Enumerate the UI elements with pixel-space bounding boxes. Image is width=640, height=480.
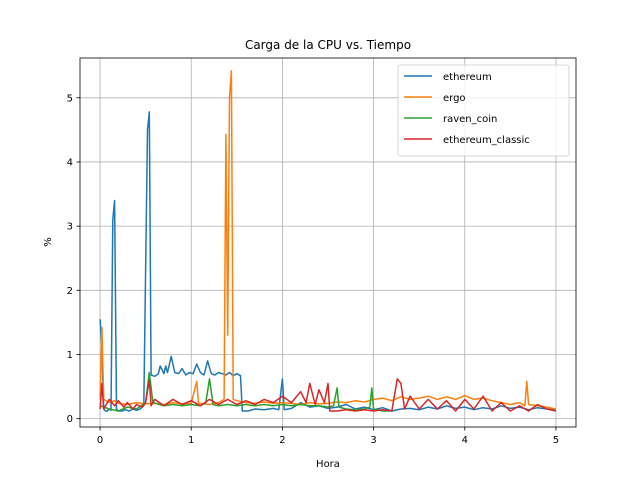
y-tick-label: 3	[67, 222, 73, 233]
legend-label: raven_coin	[443, 114, 497, 125]
series-line-ethereum-classic	[99, 378, 557, 412]
chart-title: Carga de la CPU vs. Tiempo	[245, 38, 411, 52]
grid	[80, 58, 576, 427]
legend-box	[397, 64, 570, 157]
legend-label: ethereum_classic	[443, 135, 530, 146]
axis-ticks: 0 1 2 3 4 5 0 1 2 3 4 5	[67, 93, 560, 446]
x-tick-label: 1	[188, 435, 194, 446]
legend-label: ethereum	[443, 72, 492, 83]
x-tick-label: 0	[97, 435, 103, 446]
y-tick-label: 1	[67, 350, 73, 361]
x-tick-label: 5	[553, 435, 559, 446]
x-tick-label: 2	[279, 435, 285, 446]
x-tick-label: 3	[370, 435, 376, 446]
y-tick-label: 4	[67, 157, 73, 168]
legend-label: ergo	[443, 93, 466, 104]
y-tick-label: 2	[67, 286, 73, 297]
x-axis-title: Hora	[316, 459, 340, 470]
x-tick-label: 4	[462, 435, 468, 446]
legend: ethereum ergo raven_coin ethereum_classic	[397, 64, 570, 157]
series-lines	[99, 70, 557, 412]
series-line-raven-coin	[99, 371, 392, 412]
y-tick-label: 0	[67, 414, 73, 425]
y-tick-label: 5	[67, 93, 73, 104]
plot-frame	[79, 57, 577, 428]
y-axis-title: %	[43, 237, 54, 247]
